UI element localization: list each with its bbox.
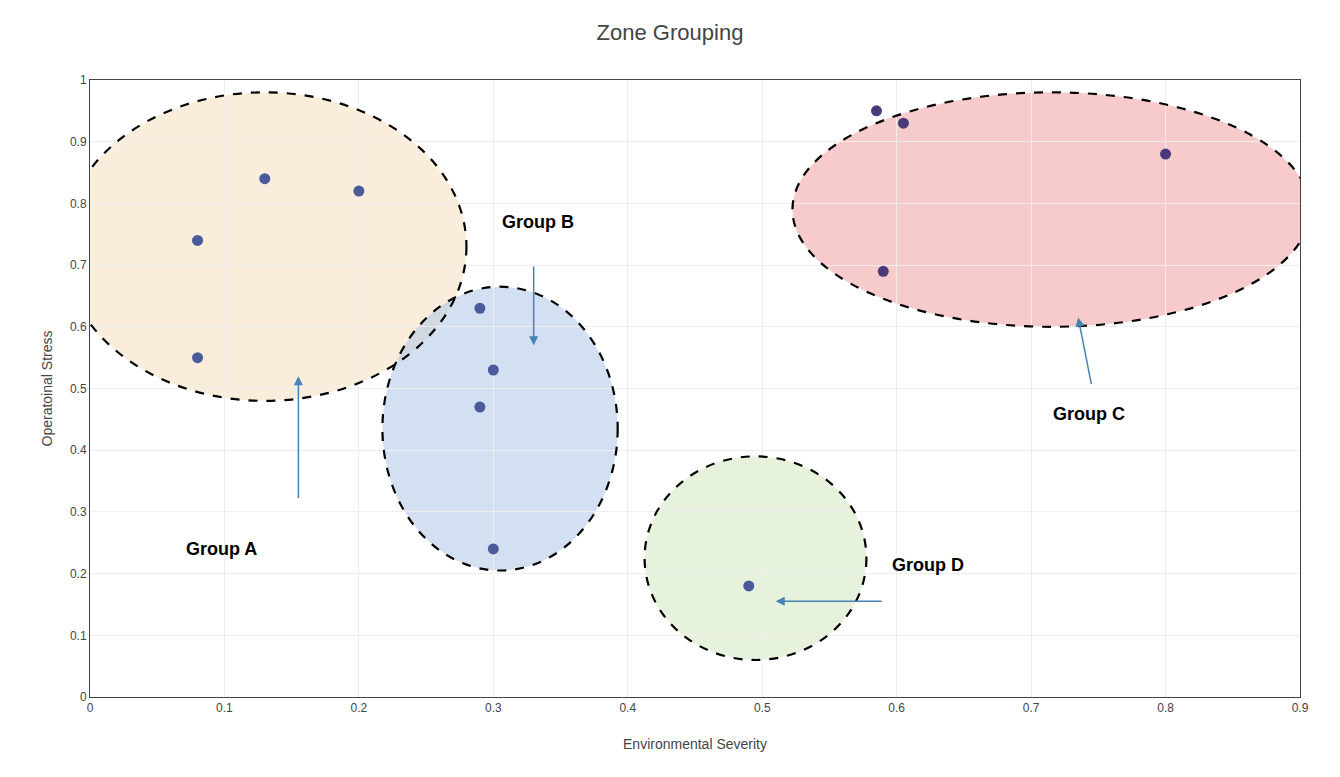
svg-text:0.4: 0.4 bbox=[619, 701, 636, 715]
svg-text:0: 0 bbox=[80, 690, 87, 704]
svg-text:0.9: 0.9 bbox=[70, 135, 87, 149]
svg-text:0.6: 0.6 bbox=[888, 701, 905, 715]
svg-text:0.2: 0.2 bbox=[351, 701, 368, 715]
svg-text:0.1: 0.1 bbox=[70, 629, 87, 643]
svg-text:0.9: 0.9 bbox=[1292, 701, 1309, 715]
svg-text:0.1: 0.1 bbox=[216, 701, 233, 715]
svg-text:1: 1 bbox=[80, 73, 87, 87]
svg-text:0.5: 0.5 bbox=[70, 382, 87, 396]
svg-text:Group D: Group D bbox=[892, 555, 964, 575]
svg-text:0: 0 bbox=[87, 701, 94, 715]
svg-text:Operatoinal Stress: Operatoinal Stress bbox=[39, 331, 55, 447]
svg-text:0.5: 0.5 bbox=[754, 701, 771, 715]
svg-text:Group C: Group C bbox=[1053, 404, 1125, 424]
svg-text:Group A: Group A bbox=[186, 539, 257, 559]
svg-text:Group B: Group B bbox=[502, 212, 574, 232]
svg-text:0.3: 0.3 bbox=[70, 505, 87, 519]
svg-text:0.7: 0.7 bbox=[1023, 701, 1040, 715]
svg-text:0.7: 0.7 bbox=[70, 258, 87, 272]
svg-text:0.3: 0.3 bbox=[485, 701, 502, 715]
svg-text:0.6: 0.6 bbox=[70, 320, 87, 334]
svg-text:Environmental Severity: Environmental Severity bbox=[623, 736, 767, 752]
svg-text:0.8: 0.8 bbox=[70, 197, 87, 211]
svg-text:0.4: 0.4 bbox=[70, 443, 87, 457]
svg-text:Zone Grouping: Zone Grouping bbox=[597, 20, 744, 45]
svg-text:0.2: 0.2 bbox=[70, 567, 87, 581]
svg-text:0.8: 0.8 bbox=[1157, 701, 1174, 715]
